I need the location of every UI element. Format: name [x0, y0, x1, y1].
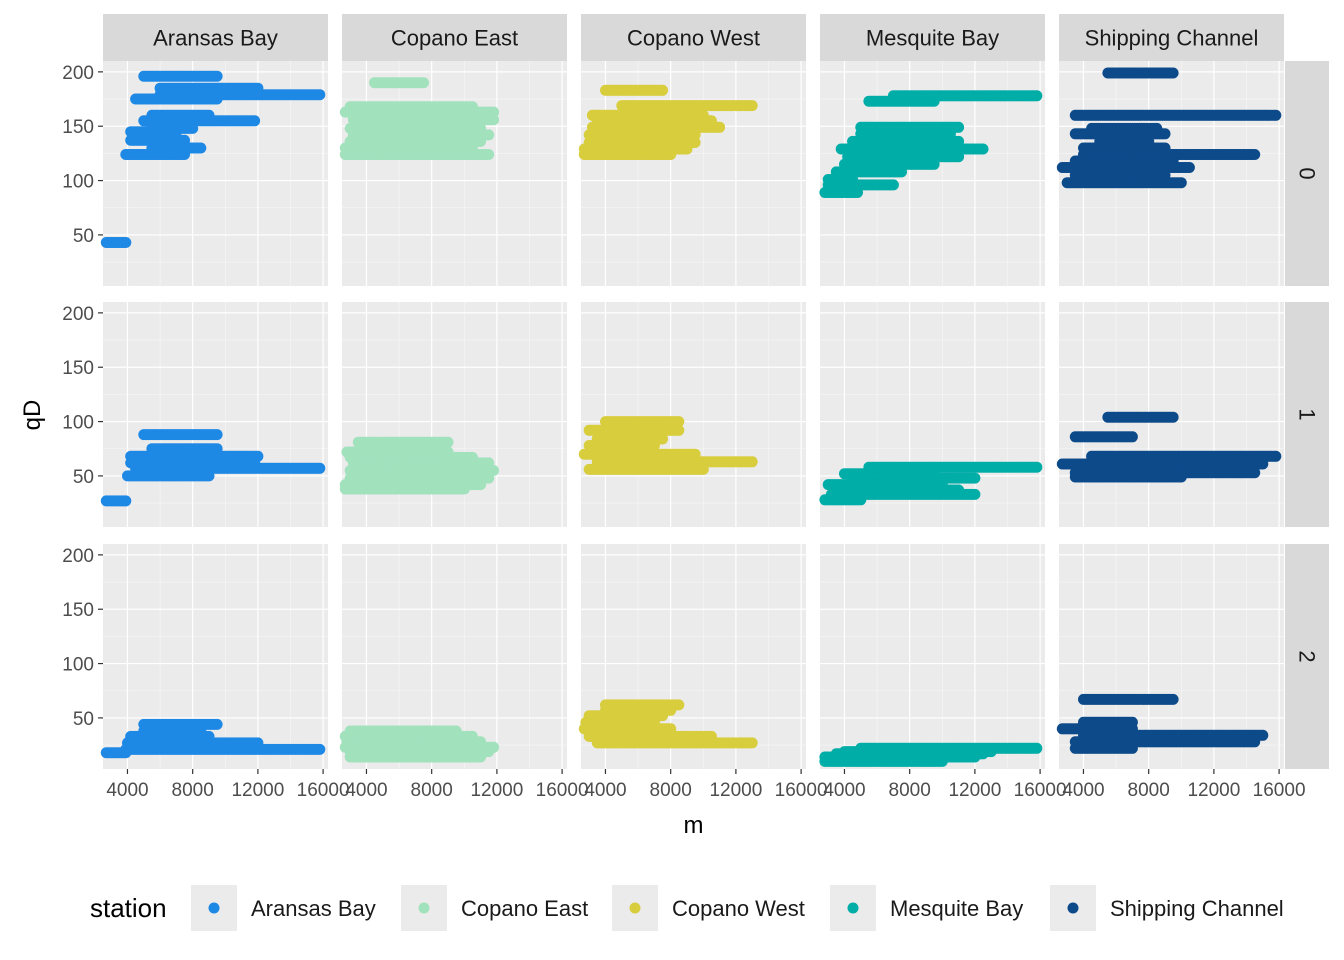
data-point	[689, 448, 701, 460]
panel-background	[103, 302, 328, 527]
series-copano-east-1	[339, 436, 500, 495]
facet-panels	[100, 61, 1284, 769]
data-point	[953, 121, 965, 133]
data-point	[483, 129, 495, 141]
panel-background	[342, 61, 567, 286]
panel-aransas-bay-1	[103, 302, 328, 527]
data-point	[252, 450, 264, 462]
series-copano-east-0	[339, 77, 500, 160]
data-point	[483, 457, 495, 469]
data-point	[1175, 177, 1187, 189]
data-point	[1031, 461, 1043, 473]
data-point	[442, 446, 454, 458]
data-point	[195, 142, 207, 154]
data-point	[483, 149, 495, 160]
data-point	[120, 237, 132, 248]
data-point	[657, 84, 668, 96]
panel-copano-east-0	[342, 61, 567, 286]
data-point	[1183, 162, 1195, 173]
data-point	[887, 179, 899, 191]
data-point	[977, 143, 989, 155]
data-point	[211, 429, 223, 441]
data-point	[1031, 742, 1043, 754]
data-point	[969, 472, 981, 484]
data-point	[466, 101, 478, 113]
data-point	[120, 495, 132, 507]
data-point	[211, 718, 223, 730]
panel-background	[820, 544, 1045, 769]
data-point	[746, 100, 758, 112]
data-point	[418, 77, 429, 89]
data-point	[203, 730, 215, 742]
data-point	[488, 741, 500, 753]
data-point	[1031, 90, 1043, 102]
data-point	[252, 82, 264, 94]
data-point	[450, 725, 462, 737]
panel-copano-west-1	[581, 302, 806, 527]
data-point	[442, 436, 454, 448]
data-point	[673, 416, 685, 428]
data-point	[249, 115, 261, 127]
data-point	[665, 723, 677, 735]
data-point	[211, 443, 223, 455]
data-point	[314, 89, 326, 101]
series-aransas-bay-1	[100, 429, 326, 507]
data-point	[211, 70, 223, 82]
data-point	[673, 699, 685, 711]
data-point	[252, 737, 264, 749]
data-point	[314, 462, 326, 474]
data-point	[466, 451, 478, 463]
series-aransas-bay-0	[100, 70, 326, 248]
panel-copano-west-0	[581, 61, 806, 286]
data-point	[746, 456, 758, 468]
panel-background	[581, 302, 806, 527]
data-point	[203, 109, 215, 121]
data-point	[488, 106, 500, 118]
data-point	[746, 737, 758, 749]
data-point	[314, 743, 326, 755]
data-point	[697, 109, 709, 121]
panel-mesquite-bay-2	[820, 544, 1045, 769]
data-point	[953, 484, 965, 496]
series-aransas-bay-2	[100, 718, 326, 759]
data-point	[466, 730, 478, 742]
data-point	[475, 122, 487, 134]
data-point	[705, 730, 717, 742]
data-point	[179, 134, 190, 146]
data-point	[969, 488, 981, 500]
data-point	[953, 135, 965, 147]
